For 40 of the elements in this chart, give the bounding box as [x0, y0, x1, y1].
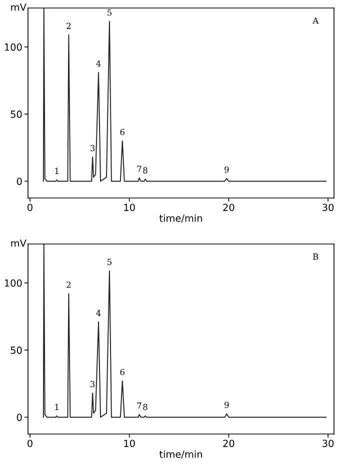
y-axis-title: mV: [11, 4, 26, 11]
x-tick-label: 0: [28, 440, 32, 448]
annotation: 8: [143, 404, 148, 410]
line-series: [42, 8, 327, 182]
annotation: 3: [90, 380, 95, 388]
annotation: 7: [137, 402, 142, 409]
annotation: 9: [224, 402, 229, 408]
annotation: 6: [120, 128, 125, 136]
x-tick-label: 20: [223, 440, 234, 448]
x-tick-label: 0: [28, 204, 32, 212]
annotation: 3: [90, 144, 95, 152]
annotation: 6: [120, 368, 125, 376]
annotation: 7: [137, 166, 142, 172]
y-tick-label: 100: [4, 43, 22, 51]
line-series: [42, 244, 327, 418]
x-axis-title: time/min: [159, 450, 202, 459]
y-tick-label: 50: [10, 110, 22, 118]
annotation: 5: [108, 258, 112, 266]
annotation: 5: [108, 9, 112, 16]
annotation: 4: [96, 60, 101, 67]
x-tick-label: 10: [124, 440, 135, 448]
y-tick-label: 100: [4, 279, 22, 287]
y-tick-label: 0: [16, 178, 22, 186]
x-tick-label: 20: [223, 204, 234, 212]
x-axis-title: time/min: [159, 214, 202, 223]
annotation: 2: [66, 22, 71, 29]
annotation: 4: [96, 310, 101, 316]
x-tick-label: 10: [124, 204, 135, 212]
annotation: A: [312, 18, 319, 24]
x-tick-label: 30: [322, 440, 334, 448]
annotation: 1: [55, 404, 58, 410]
annotation: B: [313, 254, 318, 260]
y-tick-label: 0: [16, 414, 22, 422]
y-tick-label: 50: [10, 346, 22, 354]
annotation: 1: [55, 168, 58, 174]
annotation: 2: [66, 282, 71, 288]
y-axis-title: mV: [11, 240, 26, 247]
x-tick-label: 30: [322, 204, 334, 212]
annotation: 8: [143, 167, 148, 174]
annotation: 9: [224, 166, 229, 173]
